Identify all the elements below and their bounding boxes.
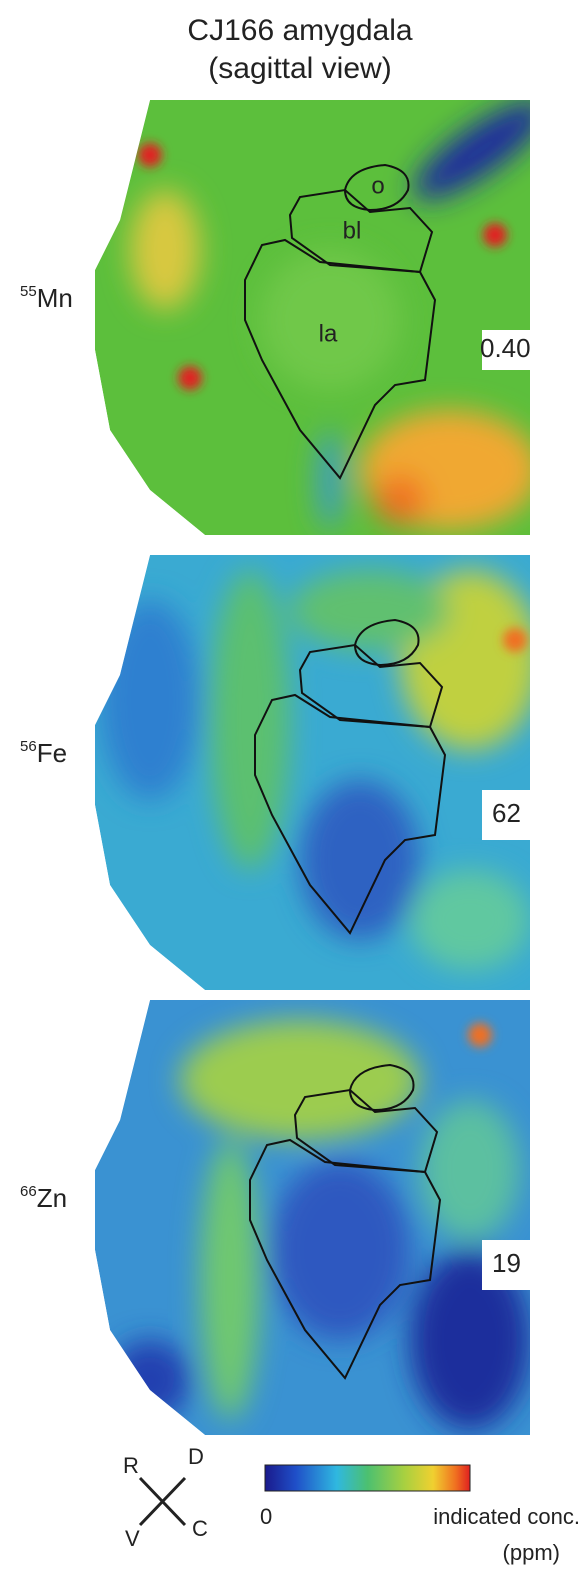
heatmap-blob [420,1100,520,1240]
heatmap-blob [130,190,200,310]
mass-number: 66 [20,1183,37,1200]
max-value: 0.40 [480,333,531,363]
region-label: o [371,172,384,199]
element-symbol: Mn [37,283,73,313]
heatmap-panel: 66Zn 19 [20,1000,530,1435]
orientation-label: C [192,1516,208,1541]
figure: CJ166 amygdala (sagittal view) 55Mn 0.40 o… [0,0,583,1575]
hot-spot [468,1023,492,1047]
orientation-label: R [123,1453,139,1478]
element-symbol: Fe [37,738,67,768]
title-line: (sagittal view) [208,52,391,85]
max-value: 62 [492,798,521,828]
orientation-label: V [125,1526,140,1551]
title-line: CJ166 amygdala [187,14,412,47]
colorbar-label: indicated conc. [433,1504,580,1529]
heatmap-blob [375,475,425,525]
colorbar-unit: (ppm) [503,1540,560,1565]
heatmap-blob [290,570,450,650]
element-label: 56Fe [20,738,67,768]
heatmap-blob [110,1340,190,1420]
heatmap-blob [410,870,530,970]
hot-spot [503,628,527,652]
orientation-label: D [188,1444,204,1469]
hot-spot [138,143,162,167]
heatmap-blob [100,600,200,800]
heatmap-blob [180,1020,420,1140]
panels: 55Mn 0.40 obl la 56Fe 62 66Zn 19 [20,84,559,1435]
element-symbol: Zn [37,1183,67,1213]
heatmap [95,84,559,535]
hot-spot [483,223,507,247]
region-label: bl [343,217,362,244]
heatmap-spots [503,628,527,652]
orientation: R D V C [123,1444,208,1551]
element-label: 66Zn [20,1183,67,1213]
region-label: la [319,320,338,347]
colorbar [265,1465,470,1491]
heatmap-panel: 55Mn 0.40 obl la [20,84,559,535]
max-value: 19 [492,1248,521,1278]
heatmap [95,1000,530,1435]
heatmap-blob [318,430,342,530]
mass-number: 56 [20,738,37,755]
hot-spot [178,366,202,390]
colorbar-min: 0 [260,1504,272,1529]
heatmap [95,555,540,990]
heatmap-blob [270,1160,410,1340]
heatmap-blob [300,780,420,940]
heatmap-panel: 56Fe 62 [20,555,540,990]
mass-number: 55 [20,283,37,300]
heatmap-spots [468,1023,492,1047]
element-label: 55Mn [20,283,73,313]
